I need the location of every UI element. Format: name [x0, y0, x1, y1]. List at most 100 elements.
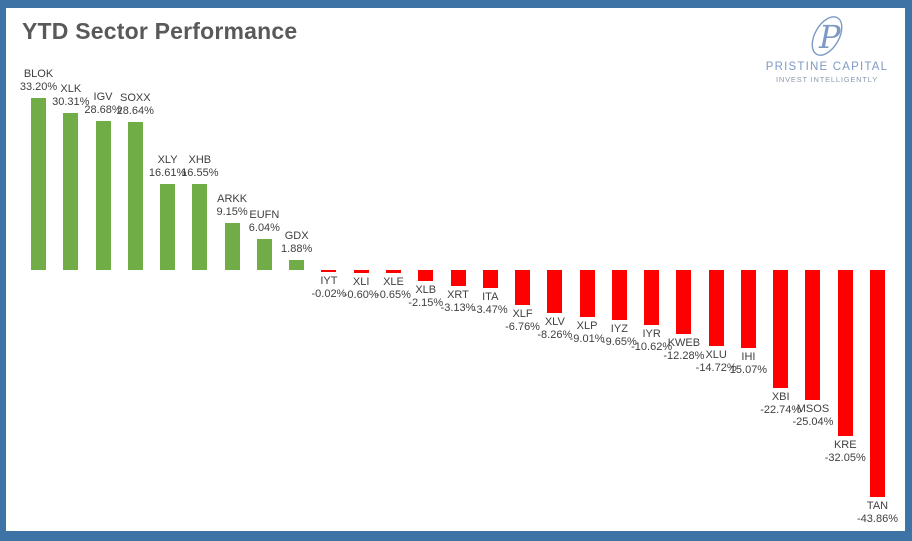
bar-ticker: XLE [383, 276, 404, 289]
bar-value: -8.26% [537, 328, 573, 341]
bar-value: -2.15% [408, 297, 444, 310]
bar-ticker: ITA [482, 290, 499, 303]
bar-label-xli: XLI -0.60% [326, 276, 396, 302]
bar-ticker: KRE [833, 439, 857, 452]
bar-ticker: XLF [512, 308, 533, 321]
bar-ticker: XHB [188, 154, 212, 167]
bar-value: 1.88% [281, 243, 313, 256]
bar-value: 15.07% [729, 364, 768, 377]
bar-label-xhb: XHB 16.55% [165, 154, 235, 180]
bar-label-xlf: XLF -6.76% [488, 308, 558, 334]
bar-ticker: TAN [866, 500, 889, 513]
bar-label-igv: IGV 28.68% [68, 91, 138, 117]
bar-value: 28.68% [84, 104, 122, 117]
bar-label-soxx: SOXX 28.64% [100, 92, 170, 118]
bar-label-xlk: XLK 30.31% [36, 83, 106, 109]
bar-label-ihi: IHI 15.07% [713, 351, 783, 377]
bar-value: 16.55% [181, 167, 219, 180]
bar-xlp [579, 270, 595, 317]
company-logo: P PRISTINE CAPITAL INVEST INTELLIGENTLY [760, 12, 894, 84]
bar-label-arkk: ARKK 9.15% [197, 193, 267, 219]
bar-ticker: XLY [157, 153, 178, 166]
bar-label-ita: ITA -3.47% [455, 291, 525, 317]
bar-label-xrt: XRT -3.13% [423, 289, 493, 315]
bar-xli [353, 270, 369, 274]
bar-ticker: XLB [415, 284, 437, 297]
bar-value: 33.20% [19, 81, 58, 94]
bar-value: -3.47% [472, 303, 508, 316]
logo-tagline: INVEST INTELLIGENTLY [776, 75, 878, 84]
bar-label-iyr: IYR -10.62% [617, 328, 687, 354]
bar-label-eufn: EUFN 6.04% [229, 209, 299, 235]
bar-label-xlb: XLB -2.15% [391, 284, 461, 310]
bar-value: 30.31% [52, 95, 90, 108]
bar-xlb [418, 270, 434, 282]
bar-label-xbi: XBI -22.74% [746, 391, 816, 417]
bar-label-iyt: IYT -0.02% [294, 275, 364, 301]
bar-gdx [289, 260, 305, 270]
svg-text:P: P [818, 18, 841, 56]
bar-value: 9.15% [216, 205, 248, 218]
bar-ticker: XLU [705, 349, 727, 362]
bar-iyz [611, 270, 627, 320]
bar-value: -9.01% [569, 332, 605, 345]
bar-value: -3.13% [440, 302, 476, 315]
bar-ticker: XLP [576, 319, 598, 332]
bar-value: -0.60% [343, 289, 379, 302]
bar-label-xly: XLY 16.61% [133, 154, 203, 180]
bar-ticker: KWEB [667, 336, 701, 349]
bar-ticker: XLV [544, 315, 565, 328]
bar-ita [482, 270, 498, 288]
bar-label-blok: BLOK 33.20% [6, 68, 74, 94]
bar-ticker: IGV [93, 91, 113, 104]
bar-ihi [740, 270, 756, 349]
bar-label-msos: MSOS -25.04% [778, 403, 848, 429]
bar-xbi [773, 270, 789, 388]
bar-ticker: ARKK [217, 192, 248, 205]
bar-value: -32.05% [824, 452, 866, 465]
bar-value: 16.61% [148, 166, 187, 179]
bar-xrt [450, 270, 466, 287]
bar-label-xlv: XLV -8.26% [520, 316, 590, 342]
bar-xle [385, 270, 401, 274]
bar-igv [95, 121, 111, 270]
bar-xlv [547, 270, 563, 313]
bar-label-kweb: KWEB -12.28% [649, 337, 719, 363]
bar-arkk [224, 222, 240, 270]
bar-label-iyz: IYZ -9.65% [584, 323, 654, 349]
bar-value: 28.64% [116, 104, 154, 117]
bar-ticker: IHI [741, 351, 756, 364]
bar-xlf [515, 270, 531, 306]
bar-ticker: GDX [284, 230, 309, 243]
bar-value: -14.72% [695, 362, 737, 375]
bar-xhb [192, 184, 208, 270]
bar-tan [870, 270, 886, 498]
bar-label-xlu: XLU -14.72% [681, 349, 751, 375]
bar-value: -9.65% [601, 335, 637, 348]
bar-value: -0.65% [376, 289, 411, 302]
bar-kweb [676, 270, 692, 334]
bar-msos [805, 270, 821, 400]
bar-iyt [321, 270, 337, 272]
bar-xlk [63, 112, 79, 270]
bar-ticker: EUFN [249, 208, 280, 221]
bar-value: 6.04% [248, 221, 280, 234]
bar-label-kre: KRE -32.05% [810, 439, 880, 465]
bar-ticker: IYZ [610, 322, 628, 335]
bar-kre [837, 270, 853, 437]
bar-value: -6.76% [505, 321, 540, 334]
logo-monogram-icon: P [811, 16, 843, 56]
bar-ticker: XRT [447, 289, 469, 302]
bar-xly [160, 183, 176, 270]
bar-label-xle: XLE -0.65% [358, 276, 428, 302]
bar-iyr [644, 270, 660, 325]
bar-ticker: XLK [60, 82, 82, 95]
bar-value: -0.02% [311, 288, 347, 300]
bar-ticker: XLI [352, 276, 370, 289]
bar-label-tan: TAN -43.86% [843, 500, 905, 526]
bar-ticker: XBI [771, 390, 790, 403]
bar-label-gdx: GDX 1.88% [262, 230, 332, 256]
bar-ticker: SOXX [120, 91, 151, 104]
bar-value: -12.28% [663, 349, 705, 362]
